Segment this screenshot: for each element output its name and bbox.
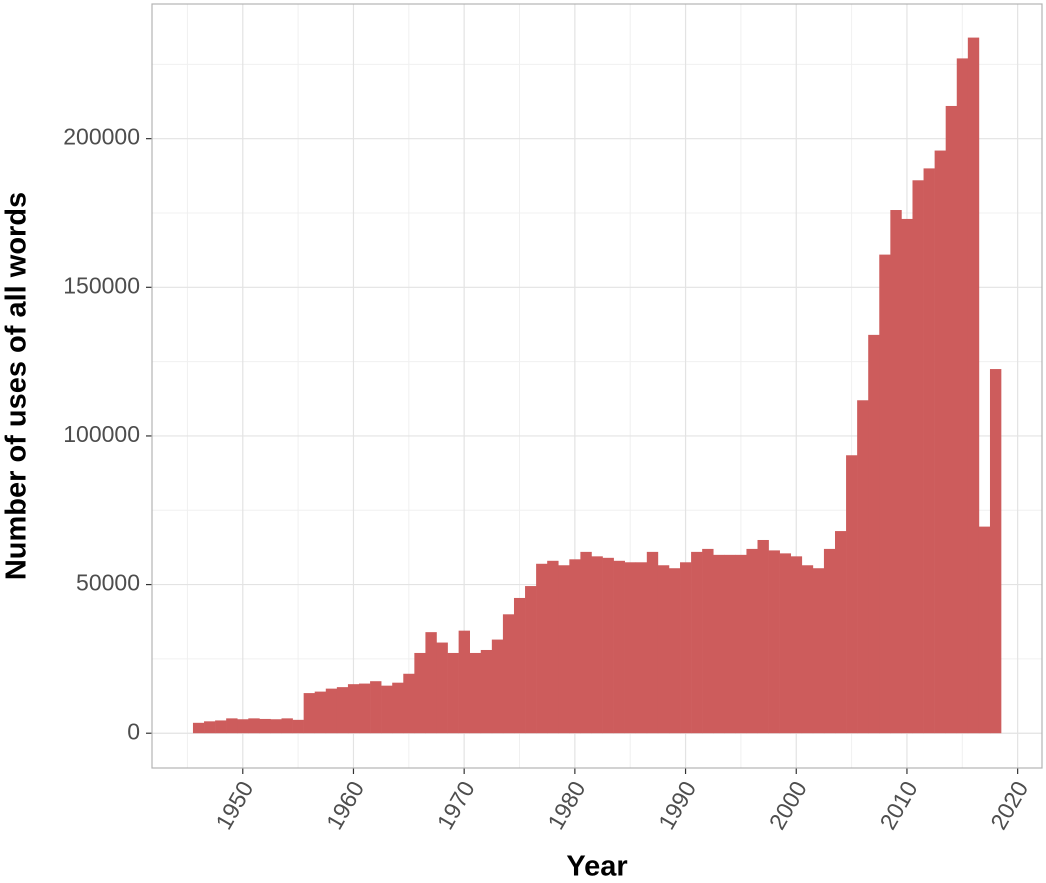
y-tick-label: 0 [127,718,140,744]
bar [325,688,338,734]
bar [292,719,304,734]
bar [912,180,924,734]
bar [713,554,725,734]
bar [746,548,758,734]
bar [801,565,814,734]
bar [735,554,747,734]
bar [934,150,946,734]
bar [303,693,316,734]
bar [558,565,570,734]
bar [923,168,935,734]
panel-border [151,3,1043,769]
bar [768,550,780,734]
bar [569,559,581,734]
bar [480,649,493,734]
bar [646,551,659,734]
bar [834,531,847,734]
bar [624,562,637,734]
bar [602,557,614,734]
bar [823,548,836,734]
bar [724,554,736,734]
y-tick-label: 150000 [63,272,140,298]
bar [502,614,515,734]
bar [525,586,537,734]
bar [879,254,891,734]
bar [336,687,349,734]
bar [469,652,482,734]
bar [635,562,648,734]
bar [403,673,415,734]
x-tick-label: 2000 [764,777,812,834]
bar [846,455,858,734]
y-axis-title: Number of uses of all words [1,192,33,580]
bar [270,719,282,734]
bar [192,722,205,734]
bar [458,630,470,734]
bar [513,597,526,734]
bar [668,568,681,734]
bar [204,721,216,734]
bar [680,562,692,734]
bar [613,560,625,734]
bar [536,563,548,734]
bar [215,720,227,734]
x-axis-title: Year [566,851,627,883]
bar [945,105,958,734]
bar [591,556,603,734]
y-tick-label: 200000 [63,124,140,150]
bar [425,632,437,734]
bar [857,400,869,734]
bar [967,37,980,734]
bar [248,718,260,734]
bar [890,210,902,734]
bar [237,719,249,734]
bar [259,718,271,734]
x-tick-label: 1960 [321,777,369,834]
bar [790,556,803,734]
bar [226,718,238,734]
bar [392,682,404,734]
bar [281,718,293,734]
bar [447,652,459,734]
bar [956,58,969,734]
bar [812,568,825,734]
x-tick-label: 1990 [653,777,701,834]
bar [381,685,393,734]
bar [657,565,670,734]
bar [779,553,792,734]
y-tick-label: 50000 [76,570,140,596]
y-tick-label: 100000 [63,421,140,447]
bar [414,652,426,734]
bar [868,334,880,734]
bar [370,681,382,734]
bar [757,539,769,734]
bar [314,691,327,734]
bar [978,526,991,734]
bar [691,551,703,734]
x-tick-label: 1950 [210,777,258,834]
bar [359,683,371,734]
bar [702,548,714,734]
bar [436,642,448,734]
bar [580,551,592,734]
x-tick-label: 2020 [985,777,1033,834]
x-tick-label: 2010 [874,777,922,834]
bar [989,369,1002,734]
x-tick-label: 1980 [542,777,590,834]
bar [901,218,913,734]
bar [547,560,559,734]
bar [347,684,360,734]
bar [491,639,504,734]
x-tick-label: 1970 [432,777,480,834]
